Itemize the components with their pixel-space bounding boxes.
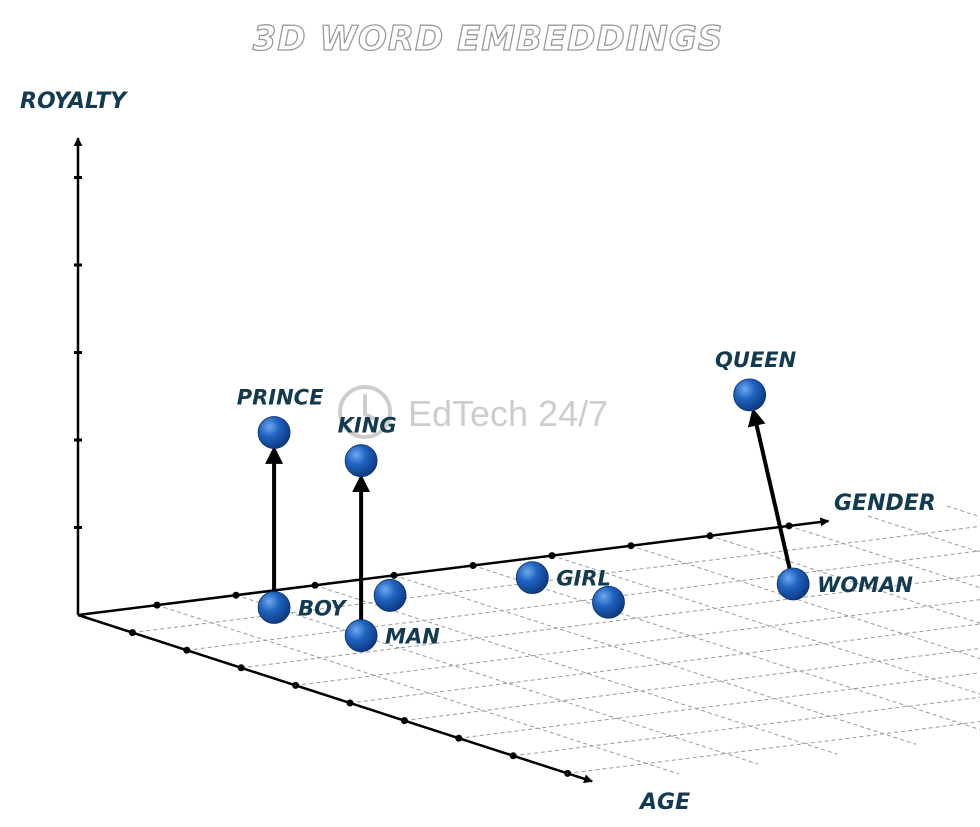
tick-age <box>237 664 245 672</box>
label-man: MAN <box>385 625 440 649</box>
label-prince: PRINCE <box>237 386 324 410</box>
tick-gender <box>153 601 161 609</box>
label-girl: GIRL <box>556 567 611 591</box>
point-girl <box>515 561 549 594</box>
grid-line-age <box>404 647 980 722</box>
grid-line-gender <box>788 525 980 589</box>
watermark-text: EdTech 24/7 <box>408 393 608 434</box>
label-queen: QUEEN <box>715 348 797 372</box>
tick-age <box>564 769 572 777</box>
grid-line-gender <box>314 584 838 755</box>
axes <box>73 137 830 784</box>
grid-line-gender <box>235 594 759 765</box>
point-king <box>344 444 378 478</box>
tick-gender <box>785 522 793 530</box>
grid-line-age <box>132 525 980 634</box>
label-boy: BOY <box>298 597 347 621</box>
clock-icon <box>338 385 392 439</box>
grid-line-gender <box>393 574 917 745</box>
axis-label-age: AGE <box>638 790 690 815</box>
tick-age <box>400 717 408 725</box>
vector-arrows <box>265 407 792 622</box>
label-woman: WOMAN <box>817 573 913 597</box>
point-prince <box>257 416 291 449</box>
tick-age <box>128 629 136 637</box>
point-woman <box>776 567 810 601</box>
tick-age <box>292 681 300 689</box>
grid-line-gender <box>867 515 980 553</box>
tick-gender <box>390 571 398 579</box>
grid-line-gender <box>472 565 980 731</box>
arrow-woman-to-queen <box>747 407 792 571</box>
axis-label-gender: GENDER <box>834 491 936 516</box>
label-king: KING <box>338 414 397 438</box>
tick-age <box>183 646 191 654</box>
grid-line-gender <box>630 545 980 660</box>
axis-ticks <box>74 176 793 777</box>
point-queen <box>733 378 767 412</box>
tick-age <box>455 734 463 742</box>
grid-line-age <box>458 672 980 739</box>
grid-line-age <box>295 599 980 686</box>
grid-line-gender <box>709 535 980 624</box>
tick-gender <box>627 542 635 550</box>
tick-age <box>346 699 354 707</box>
grid-line-age <box>513 696 980 757</box>
chart-title: 3D WORD EMBEDDINGS <box>253 19 724 59</box>
point-unlabeled <box>592 585 625 619</box>
grid-line-age <box>567 721 980 774</box>
watermark: EdTech 24/7 <box>338 385 608 439</box>
grid-line-gender <box>551 555 980 695</box>
grid-line-gender <box>156 604 680 775</box>
tick-gender <box>232 591 240 599</box>
tick-gender <box>469 562 477 569</box>
grid-line-age <box>349 623 980 704</box>
tick-age <box>509 752 517 760</box>
tick-gender <box>311 581 319 589</box>
axis-gender <box>77 517 830 617</box>
point-man <box>344 619 378 653</box>
axis-label-royalty: ROYALTY <box>20 89 128 114</box>
floor-grid <box>132 505 980 775</box>
tick-gender <box>706 532 714 540</box>
grid-line-age <box>241 574 980 669</box>
tick-gender <box>548 552 556 560</box>
point-unlabeled <box>373 579 407 612</box>
data-points <box>257 378 810 653</box>
point-boy <box>257 591 291 624</box>
axis-age <box>77 613 593 784</box>
point-labels: BOY MAN PRINCE KING GIRL WOMAN QUEEN <box>237 348 914 649</box>
